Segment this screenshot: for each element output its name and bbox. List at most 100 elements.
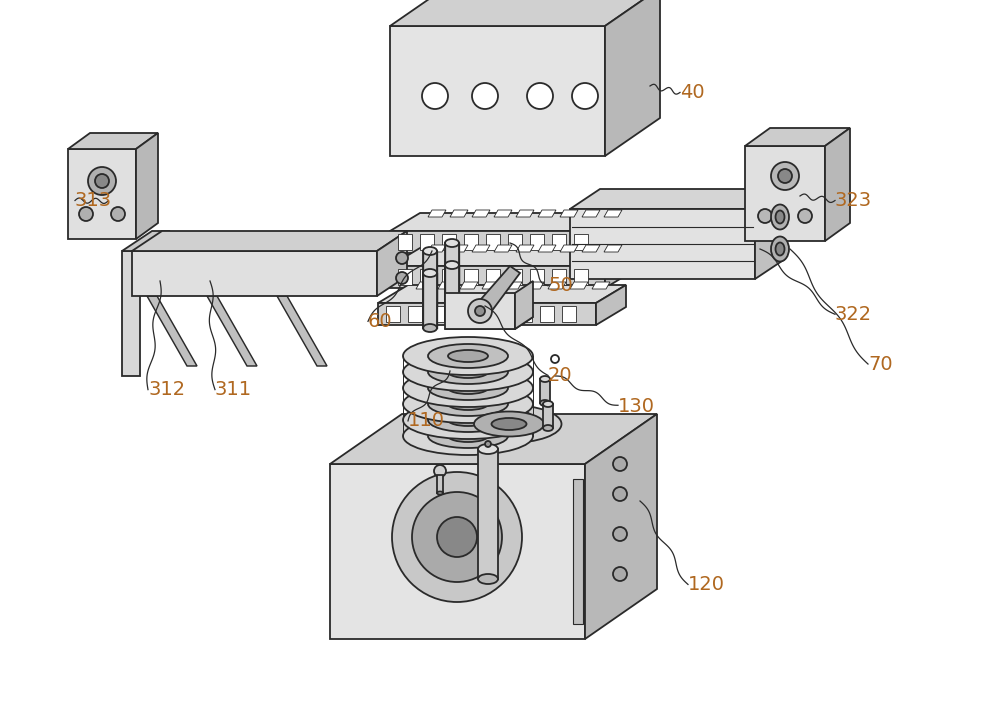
Polygon shape	[390, 266, 605, 288]
Polygon shape	[450, 245, 468, 252]
Ellipse shape	[437, 491, 443, 494]
Polygon shape	[330, 414, 657, 464]
Circle shape	[111, 207, 125, 221]
Ellipse shape	[448, 398, 488, 410]
Ellipse shape	[445, 316, 459, 324]
Ellipse shape	[423, 247, 437, 255]
Circle shape	[613, 567, 627, 581]
Ellipse shape	[448, 414, 488, 426]
Polygon shape	[472, 245, 490, 252]
Circle shape	[613, 457, 627, 471]
Circle shape	[396, 272, 408, 284]
Polygon shape	[516, 245, 534, 252]
Polygon shape	[538, 210, 556, 217]
Polygon shape	[570, 209, 755, 279]
Polygon shape	[377, 231, 407, 296]
Ellipse shape	[543, 401, 553, 407]
Polygon shape	[605, 0, 660, 156]
Polygon shape	[570, 189, 785, 209]
Polygon shape	[592, 282, 610, 289]
Polygon shape	[516, 210, 534, 217]
Bar	[464, 234, 478, 250]
Polygon shape	[472, 210, 490, 217]
Ellipse shape	[423, 269, 437, 277]
Ellipse shape	[776, 242, 784, 255]
Polygon shape	[745, 128, 850, 146]
Ellipse shape	[448, 430, 488, 442]
Circle shape	[771, 162, 799, 190]
Ellipse shape	[445, 239, 459, 247]
Circle shape	[613, 527, 627, 541]
Text: 323: 323	[835, 191, 872, 210]
Polygon shape	[68, 149, 136, 239]
Bar	[386, 306, 400, 322]
Circle shape	[758, 209, 772, 223]
Text: 130: 130	[618, 397, 655, 416]
Circle shape	[422, 83, 448, 109]
Circle shape	[475, 306, 485, 316]
Circle shape	[396, 252, 408, 264]
Text: 120: 120	[688, 575, 725, 594]
Polygon shape	[482, 282, 500, 289]
Bar	[486, 269, 500, 285]
Text: 313: 313	[75, 191, 112, 210]
Ellipse shape	[445, 261, 459, 269]
Polygon shape	[585, 414, 657, 639]
Polygon shape	[428, 210, 446, 217]
Bar	[562, 306, 576, 322]
Bar	[423, 273, 437, 328]
Polygon shape	[445, 293, 515, 329]
Ellipse shape	[474, 412, 544, 437]
Polygon shape	[582, 245, 600, 252]
Circle shape	[798, 209, 812, 223]
Polygon shape	[132, 231, 407, 251]
Ellipse shape	[492, 418, 526, 430]
Bar	[530, 269, 544, 285]
Ellipse shape	[428, 408, 508, 432]
Ellipse shape	[540, 400, 550, 406]
Text: 50: 50	[548, 277, 573, 295]
Text: 70: 70	[868, 355, 893, 373]
Bar	[420, 269, 434, 285]
Polygon shape	[122, 231, 170, 251]
Bar	[518, 306, 532, 322]
Text: 311: 311	[215, 380, 252, 399]
Bar	[437, 475, 443, 493]
Ellipse shape	[448, 350, 488, 362]
Polygon shape	[825, 128, 850, 241]
Ellipse shape	[543, 425, 553, 431]
Polygon shape	[538, 245, 556, 252]
Ellipse shape	[445, 294, 459, 302]
Polygon shape	[378, 303, 596, 325]
Polygon shape	[526, 282, 544, 289]
Ellipse shape	[771, 237, 789, 262]
Bar	[430, 306, 444, 322]
Ellipse shape	[403, 401, 533, 439]
Bar	[398, 234, 412, 250]
Ellipse shape	[478, 574, 498, 584]
Circle shape	[613, 487, 627, 501]
Bar	[552, 234, 566, 250]
Polygon shape	[605, 248, 635, 288]
Circle shape	[472, 83, 498, 109]
Bar	[574, 269, 588, 285]
Polygon shape	[548, 282, 566, 289]
Ellipse shape	[403, 369, 533, 407]
Circle shape	[572, 83, 598, 109]
Ellipse shape	[403, 385, 533, 423]
Ellipse shape	[428, 344, 508, 368]
Bar	[445, 243, 459, 298]
Ellipse shape	[776, 210, 784, 223]
Polygon shape	[570, 282, 588, 289]
Bar	[530, 234, 544, 250]
Polygon shape	[460, 282, 478, 289]
Ellipse shape	[448, 366, 488, 378]
Ellipse shape	[428, 360, 508, 384]
Polygon shape	[445, 317, 533, 329]
Polygon shape	[605, 213, 635, 253]
Polygon shape	[604, 245, 622, 252]
Polygon shape	[438, 282, 456, 289]
Ellipse shape	[771, 205, 789, 230]
Bar	[464, 269, 478, 285]
Circle shape	[434, 465, 446, 477]
